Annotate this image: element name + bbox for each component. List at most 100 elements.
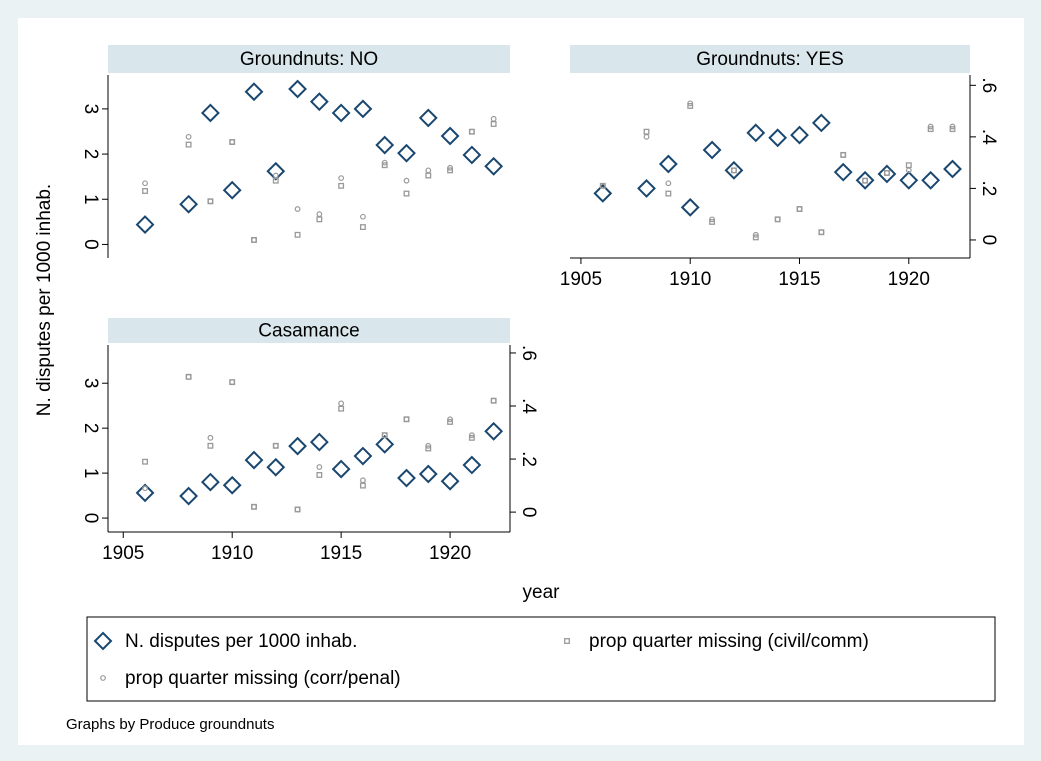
- y-tick-label: 3: [80, 104, 101, 115]
- point: [244, 450, 264, 470]
- point: [294, 231, 301, 238]
- point: [309, 432, 329, 452]
- point: [468, 432, 475, 439]
- point: [142, 458, 148, 465]
- point: [375, 135, 395, 155]
- legend-label: prop quarter missing (corr/penal): [125, 668, 401, 689]
- x-tick-label: 1910: [669, 269, 711, 290]
- point: [251, 503, 257, 510]
- legend-label: prop quarter missing (civil/comm): [589, 631, 869, 652]
- y2-tick-label: 0: [978, 235, 999, 246]
- point: [266, 457, 286, 477]
- point: [877, 164, 897, 184]
- point: [397, 468, 416, 488]
- point: [338, 405, 345, 412]
- point: [142, 188, 148, 194]
- point: [724, 160, 744, 180]
- panel-title: Casamance: [258, 321, 359, 342]
- point: [709, 216, 715, 223]
- point: [768, 128, 788, 148]
- legend-marker: [100, 675, 106, 681]
- legend-box: [86, 616, 996, 702]
- point: [207, 198, 214, 205]
- x-axis-label: year: [523, 582, 561, 603]
- point: [425, 442, 432, 449]
- point: [403, 190, 410, 197]
- y-tick-label: 2: [80, 423, 101, 434]
- y2-tick-label: .4: [518, 398, 539, 414]
- point: [884, 170, 890, 176]
- point: [447, 416, 453, 423]
- point: [418, 464, 438, 484]
- point: [818, 229, 825, 236]
- point: [288, 79, 307, 99]
- point: [251, 237, 257, 243]
- x-tick-label: 1905: [560, 269, 602, 290]
- x-tick-label: 1905: [102, 543, 144, 564]
- point: [484, 156, 504, 176]
- y2-tick-label: .2: [518, 451, 539, 467]
- point: [266, 161, 286, 181]
- point: [462, 145, 482, 165]
- point: [490, 397, 497, 404]
- point: [447, 167, 454, 174]
- y-tick-label: 1: [80, 468, 101, 479]
- point: [833, 162, 853, 182]
- point: [185, 133, 192, 140]
- point: [447, 164, 453, 171]
- point: [288, 436, 307, 456]
- x-tick-label: 1920: [888, 269, 930, 290]
- point: [207, 434, 214, 441]
- legend-label: N. disputes per 1000 inhab.: [125, 631, 357, 652]
- point: [375, 434, 395, 454]
- point: [702, 140, 722, 160]
- point: [294, 506, 301, 513]
- point: [229, 379, 236, 386]
- point: [593, 183, 613, 203]
- point: [462, 455, 482, 475]
- point: [272, 172, 279, 179]
- point: [353, 99, 373, 119]
- y2-tick-label: .6: [978, 77, 999, 93]
- point: [200, 472, 220, 492]
- point: [338, 182, 345, 189]
- point: [687, 100, 694, 107]
- point: [338, 400, 345, 407]
- point: [796, 206, 803, 212]
- point: [316, 211, 323, 218]
- point: [381, 432, 388, 439]
- panel-title-band: [108, 45, 510, 73]
- point: [135, 483, 155, 503]
- point: [222, 180, 242, 200]
- panel-title: Groundnuts: YES: [696, 49, 844, 70]
- y-axis-label: N. disputes per 1000 inhab.: [34, 184, 55, 416]
- point: [331, 103, 351, 123]
- point: [353, 446, 373, 466]
- point: [135, 215, 155, 234]
- y-tick-label: 2: [80, 149, 101, 160]
- point: [397, 143, 416, 163]
- x-tick-label: 1910: [211, 543, 253, 564]
- panel-title-band: [570, 45, 970, 73]
- y2-tick-label: .4: [978, 129, 999, 145]
- point: [774, 216, 781, 223]
- point: [229, 139, 236, 145]
- point: [316, 472, 323, 478]
- point: [927, 126, 934, 133]
- point: [709, 218, 716, 225]
- point: [484, 421, 504, 441]
- point: [927, 123, 934, 130]
- point: [185, 141, 192, 148]
- legend-marker: [93, 631, 113, 651]
- point: [731, 167, 737, 174]
- point: [468, 434, 475, 441]
- point: [403, 177, 410, 184]
- note: Graphs by Produce groundnuts: [66, 716, 274, 733]
- point: [658, 154, 678, 174]
- point: [643, 133, 650, 140]
- point: [490, 115, 497, 122]
- point: [746, 123, 766, 143]
- point: [244, 82, 264, 102]
- y-tick-label: 1: [80, 194, 101, 205]
- point: [943, 159, 962, 179]
